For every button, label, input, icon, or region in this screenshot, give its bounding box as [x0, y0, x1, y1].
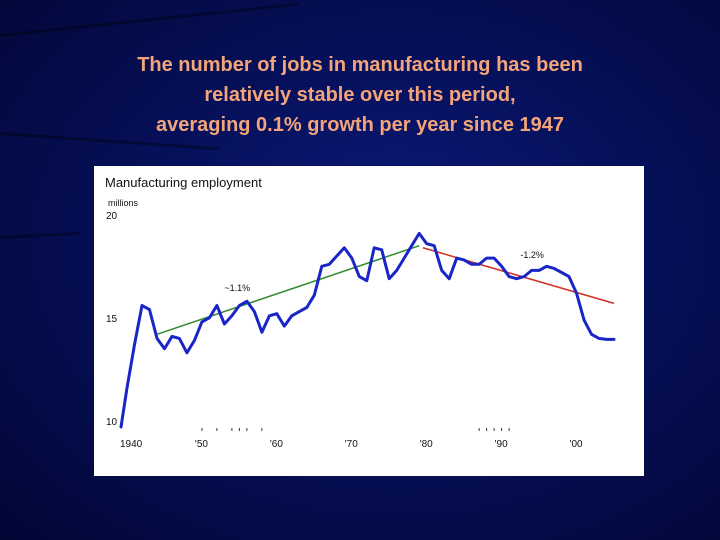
y-tick-labels: 20 15 10: [106, 211, 118, 428]
trend-lines: ~1.1% -1.2%: [156, 245, 615, 336]
trend-label: -1.2%: [520, 250, 544, 260]
x-tick-label: '60: [270, 439, 283, 450]
trend-line: [422, 247, 615, 305]
x-tick-label: 1940: [120, 439, 143, 450]
slide-title-line: The number of jobs in manufacturing has …: [137, 54, 583, 76]
trend-label: ~1.1%: [224, 283, 250, 293]
x-tick-label: '50: [195, 439, 208, 450]
slide-title: The number of jobs in manufacturing has …: [40, 50, 680, 140]
x-tick-label: '00: [570, 439, 583, 450]
series-line: [119, 231, 616, 429]
y-axis-label: millions: [108, 198, 139, 208]
series-layer: [119, 231, 616, 429]
x-tick-label: '80: [420, 439, 433, 450]
slide-title-line: averaging 0.1% growth per year since 194…: [156, 114, 564, 136]
x-axis-minor-marks: [201, 428, 510, 431]
trend-line: [156, 245, 420, 336]
x-tick-labels: 1940 '50 '60 '70 '80 '90 '00: [120, 439, 583, 450]
background-streak: [0, 231, 80, 239]
background-streak: [0, 2, 299, 37]
y-tick-label: 15: [106, 314, 118, 325]
x-tick-label: '70: [345, 439, 358, 450]
chart-title: Manufacturing employment: [105, 175, 262, 190]
slide-title-line: relatively stable over this period,: [204, 84, 516, 106]
y-tick-label: 20: [106, 211, 118, 222]
chart-svg: Manufacturing employment millions 20 15 10…: [105, 175, 616, 450]
chart-panel: Manufacturing employment millions 20 15 10…: [94, 166, 644, 476]
y-tick-label: 10: [106, 417, 118, 428]
x-tick-label: '90: [495, 439, 508, 450]
